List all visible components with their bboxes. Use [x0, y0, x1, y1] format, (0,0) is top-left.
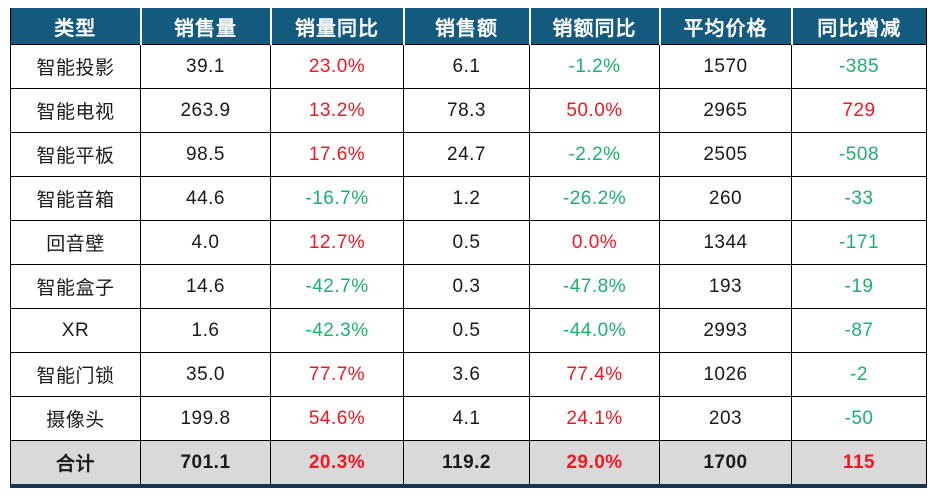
- cell-amount: 78.3: [403, 88, 530, 133]
- cell-type: 摄像头: [10, 396, 141, 441]
- col-header-sales-amount: 销售额: [402, 8, 530, 45]
- col-header-type: 类型: [10, 8, 141, 45]
- cell-avg-price: 2505: [659, 132, 792, 177]
- cell-amount: 1.2: [403, 176, 530, 221]
- col-header-avg-price: 平均价格: [658, 8, 792, 45]
- cell-volume: 4.0: [140, 220, 271, 265]
- cell-type: 智能盒子: [10, 264, 141, 309]
- cell-volume-yoy: 54.6%: [270, 396, 404, 441]
- cell-volume-yoy: -42.7%: [270, 264, 404, 309]
- cell-yoy-change: -2: [791, 352, 927, 397]
- cell-type: 智能电视: [10, 88, 141, 133]
- cell-amount: 24.7: [403, 132, 530, 177]
- cell-volume-yoy: -16.7%: [270, 176, 404, 221]
- cell-yoy-change: 729: [791, 88, 927, 133]
- cell-yoy-change: -508: [791, 132, 927, 177]
- cell-yoy-change: 115: [791, 440, 927, 487]
- cell-amount-yoy: 77.4%: [529, 352, 660, 397]
- cell-volume-yoy: 77.7%: [270, 352, 404, 397]
- cell-volume-yoy: -42.3%: [270, 308, 404, 353]
- cell-avg-price: 1700: [659, 440, 792, 487]
- cell-volume: 1.6: [140, 308, 271, 353]
- cell-volume: 14.6: [140, 264, 271, 309]
- cell-yoy-change: -171: [791, 220, 927, 265]
- cell-amount-yoy: 24.1%: [529, 396, 660, 441]
- row-smart-box: 智能盒子 14.6 -42.7% 0.3 -47.8% 193 -19: [10, 264, 927, 309]
- cell-amount-yoy: -47.8%: [529, 264, 660, 309]
- cell-amount-yoy: 50.0%: [529, 88, 660, 133]
- sales-report-table: 类型 销售量 销量同比 销售额 销额同比 平均价格 同比增减 智能投影 39.1…: [10, 8, 927, 488]
- cell-amount: 0.5: [403, 308, 530, 353]
- cell-avg-price: 1570: [659, 44, 792, 89]
- cell-avg-price: 260: [659, 176, 792, 221]
- header-row: 类型 销售量 销量同比 销售额 销额同比 平均价格 同比增减: [10, 8, 927, 45]
- cell-type: XR: [10, 308, 141, 353]
- col-header-yoy-change: 同比增减: [790, 8, 927, 45]
- row-smart-speaker: 智能音箱 44.6 -16.7% 1.2 -26.2% 260 -33: [10, 176, 927, 221]
- cell-volume-yoy: 13.2%: [270, 88, 404, 133]
- cell-type: 智能门锁: [10, 352, 141, 397]
- cell-yoy-change: -385: [791, 44, 927, 89]
- cell-avg-price: 193: [659, 264, 792, 309]
- cell-volume: 263.9: [140, 88, 271, 133]
- cell-amount-yoy: -44.0%: [529, 308, 660, 353]
- cell-yoy-change: -87: [791, 308, 927, 353]
- cell-amount: 3.6: [403, 352, 530, 397]
- cell-amount-yoy: -2.2%: [529, 132, 660, 177]
- cell-volume: 35.0: [140, 352, 271, 397]
- cell-yoy-change: -33: [791, 176, 927, 221]
- cell-volume: 44.6: [140, 176, 271, 221]
- cell-type: 合计: [10, 440, 141, 487]
- cell-amount: 6.1: [403, 44, 530, 89]
- cell-amount: 4.1: [403, 396, 530, 441]
- cell-amount: 0.5: [403, 220, 530, 265]
- cell-volume: 199.8: [140, 396, 271, 441]
- cell-type: 智能投影: [10, 44, 141, 89]
- col-header-sales-volume: 销售量: [139, 8, 271, 45]
- col-header-volume-yoy: 销量同比: [269, 8, 404, 45]
- row-smart-tv: 智能电视 263.9 13.2% 78.3 50.0% 2965 729: [10, 88, 927, 133]
- row-camera: 摄像头 199.8 54.6% 4.1 24.1% 203 -50: [10, 396, 927, 441]
- row-smart-lock: 智能门锁 35.0 77.7% 3.6 77.4% 1026 -2: [10, 352, 927, 397]
- page: 类型 销售量 销量同比 销售额 销额同比 平均价格 同比增减 智能投影 39.1…: [0, 8, 932, 504]
- row-smart-projector: 智能投影 39.1 23.0% 6.1 -1.2% 1570 -385: [10, 44, 927, 89]
- cell-avg-price: 1344: [659, 220, 792, 265]
- cell-amount-yoy: -26.2%: [529, 176, 660, 221]
- cell-yoy-change: -19: [791, 264, 927, 309]
- cell-avg-price: 1026: [659, 352, 792, 397]
- cell-avg-price: 2965: [659, 88, 792, 133]
- cell-volume-yoy: 20.3%: [270, 440, 404, 487]
- cell-avg-price: 203: [659, 396, 792, 441]
- cell-amount-yoy: -1.2%: [529, 44, 660, 89]
- cell-type: 智能音箱: [10, 176, 141, 221]
- cell-volume-yoy: 17.6%: [270, 132, 404, 177]
- col-header-amount-yoy: 销额同比: [528, 8, 660, 45]
- cell-type: 智能平板: [10, 132, 141, 177]
- cell-volume: 39.1: [140, 44, 271, 89]
- cell-volume: 98.5: [140, 132, 271, 177]
- row-total: 合计 701.1 20.3% 119.2 29.0% 1700 115: [10, 440, 927, 487]
- cell-type: 回音壁: [10, 220, 141, 265]
- row-xr: XR 1.6 -42.3% 0.5 -44.0% 2993 -87: [10, 308, 927, 353]
- cell-amount: 0.3: [403, 264, 530, 309]
- cell-volume-yoy: 23.0%: [270, 44, 404, 89]
- cell-amount: 119.2: [403, 440, 530, 487]
- row-soundbar: 回音壁 4.0 12.7% 0.5 0.0% 1344 -171: [10, 220, 927, 265]
- row-smart-tablet: 智能平板 98.5 17.6% 24.7 -2.2% 2505 -508: [10, 132, 927, 177]
- cell-avg-price: 2993: [659, 308, 792, 353]
- cell-volume: 701.1: [140, 440, 271, 487]
- cell-volume-yoy: 12.7%: [270, 220, 404, 265]
- cell-amount-yoy: 0.0%: [529, 220, 660, 265]
- cell-yoy-change: -50: [791, 396, 927, 441]
- cell-amount-yoy: 29.0%: [529, 440, 660, 487]
